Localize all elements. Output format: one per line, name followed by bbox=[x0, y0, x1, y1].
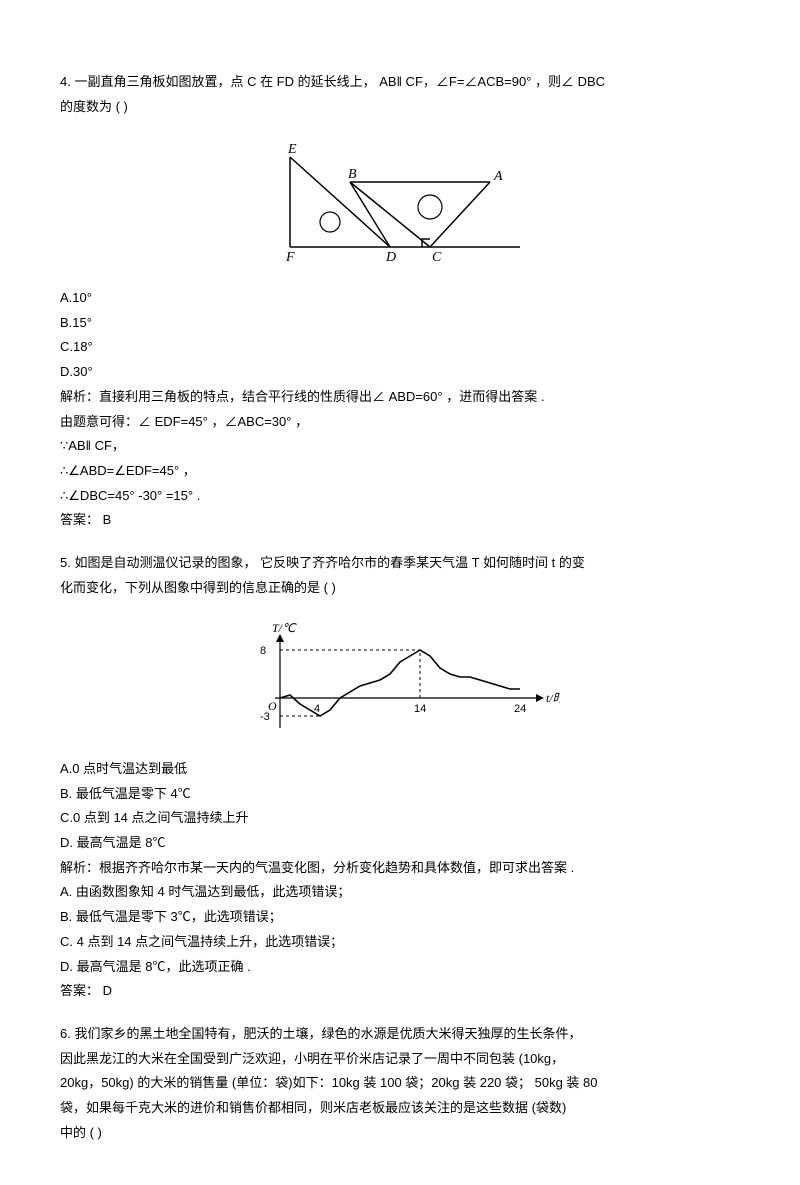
q4-sol-5: ∴∠DBC=45° -30° =15° . bbox=[60, 484, 740, 509]
q4-answer: 答案： B bbox=[60, 508, 740, 533]
svg-text:F: F bbox=[285, 250, 295, 265]
q5-sol-3: B. 最低气温是零下 3℃，此选项错误； bbox=[60, 905, 740, 930]
q5-opt-c: C.0 点到 14 点之间气温持续上升 bbox=[60, 806, 740, 831]
q4-opt-d: D.30° bbox=[60, 360, 740, 385]
q5-options: A.0 点时气温达到最低 B. 最低气温是零下 4℃ C.0 点到 14 点之间… bbox=[60, 757, 740, 856]
q5-figure: OT/℃t/时-3841424 bbox=[60, 608, 740, 747]
q5-stem-line2: 化而变化，下列从图象中得到的信息正确的是 ( ) bbox=[60, 576, 740, 601]
q5-chart-svg: OT/℃t/时-3841424 bbox=[240, 608, 560, 738]
svg-text:8: 8 bbox=[260, 645, 266, 657]
q4-options: A.10° B.15° C.18° D.30° bbox=[60, 286, 740, 385]
svg-text:D: D bbox=[385, 250, 396, 265]
q5-answer: 答案： D bbox=[60, 979, 740, 1004]
q6-line4: 袋，如果每千克大米的进价和销售价都相同，则米店老板最应该关注的是这些数据 (袋数… bbox=[60, 1096, 740, 1121]
svg-text:-3: -3 bbox=[260, 711, 270, 723]
q5-sol-4: C. 4 点到 14 点之间气温持续上升，此选项错误； bbox=[60, 930, 740, 955]
q6-line3: 20kg，50kg) 的大米的销售量 (单位：袋)如下：10kg 装 100 袋… bbox=[60, 1071, 740, 1096]
q4-opt-c: C.18° bbox=[60, 335, 740, 360]
q4-solution: 解析：直接利用三角板的特点，结合平行线的性质得出∠ ABD=60° ，进而得出答… bbox=[60, 385, 740, 533]
q5-stem-line1: 5. 如图是自动测温仪记录的图象， 它反映了齐齐哈尔市的春季某天气温 T 如何随… bbox=[60, 551, 740, 576]
svg-text:E: E bbox=[287, 142, 297, 157]
q4-sol-3: ∵AB‖ CF， bbox=[60, 434, 740, 459]
q4-geometry-svg: E B A F D C bbox=[270, 127, 530, 267]
svg-text:24: 24 bbox=[514, 703, 526, 715]
q4-sol-1: 解析：直接利用三角板的特点，结合平行线的性质得出∠ ABD=60° ，进而得出答… bbox=[60, 385, 740, 410]
q5-sol-5: D. 最高气温是 8℃，此选项正确 . bbox=[60, 955, 740, 980]
q4-sol-2: 由题意可得：∠ EDF=45° ，∠ABC=30° ， bbox=[60, 410, 740, 435]
q4-figure: E B A F D C bbox=[60, 127, 740, 276]
q5-opt-d: D. 最高气温是 8℃ bbox=[60, 831, 740, 856]
q4-opt-b: B.15° bbox=[60, 311, 740, 336]
q5-sol-1: 解析：根据齐齐哈尔市某一天内的气温变化图，分析变化趋势和具体数值，即可求出答案 … bbox=[60, 856, 740, 881]
q5-opt-b: B. 最低气温是零下 4℃ bbox=[60, 782, 740, 807]
svg-text:A: A bbox=[493, 169, 503, 184]
q5-solution: 解析：根据齐齐哈尔市某一天内的气温变化图，分析变化趋势和具体数值，即可求出答案 … bbox=[60, 856, 740, 1004]
q4-sol-4: ∴∠ABD=∠EDF=45° ， bbox=[60, 459, 740, 484]
q4-opt-a: A.10° bbox=[60, 286, 740, 311]
svg-text:14: 14 bbox=[414, 703, 426, 715]
svg-text:T/℃: T/℃ bbox=[272, 621, 297, 635]
svg-text:B: B bbox=[348, 167, 357, 182]
q6-line1: 6. 我们家乡的黑土地全国特有，肥沃的土壤，绿色的水源是优质大米得天独厚的生长条… bbox=[60, 1022, 740, 1047]
q5-sol-2: A. 由函数图象知 4 时气温达到最低，此选项错误； bbox=[60, 880, 740, 905]
svg-text:C: C bbox=[432, 250, 442, 265]
q4-stem-line2: 的度数为 ( ) bbox=[60, 95, 740, 120]
svg-text:t/时: t/时 bbox=[546, 691, 560, 705]
q5-opt-a: A.0 点时气温达到最低 bbox=[60, 757, 740, 782]
q4-stem-line1: 4. 一副直角三角板如图放置，点 C 在 FD 的延长线上， AB‖ CF，∠F… bbox=[60, 70, 740, 95]
q6-line2: 因此黑龙江的大米在全国受到广泛欢迎，小明在平价米店记录了一周中不同包装 (10k… bbox=[60, 1047, 740, 1072]
